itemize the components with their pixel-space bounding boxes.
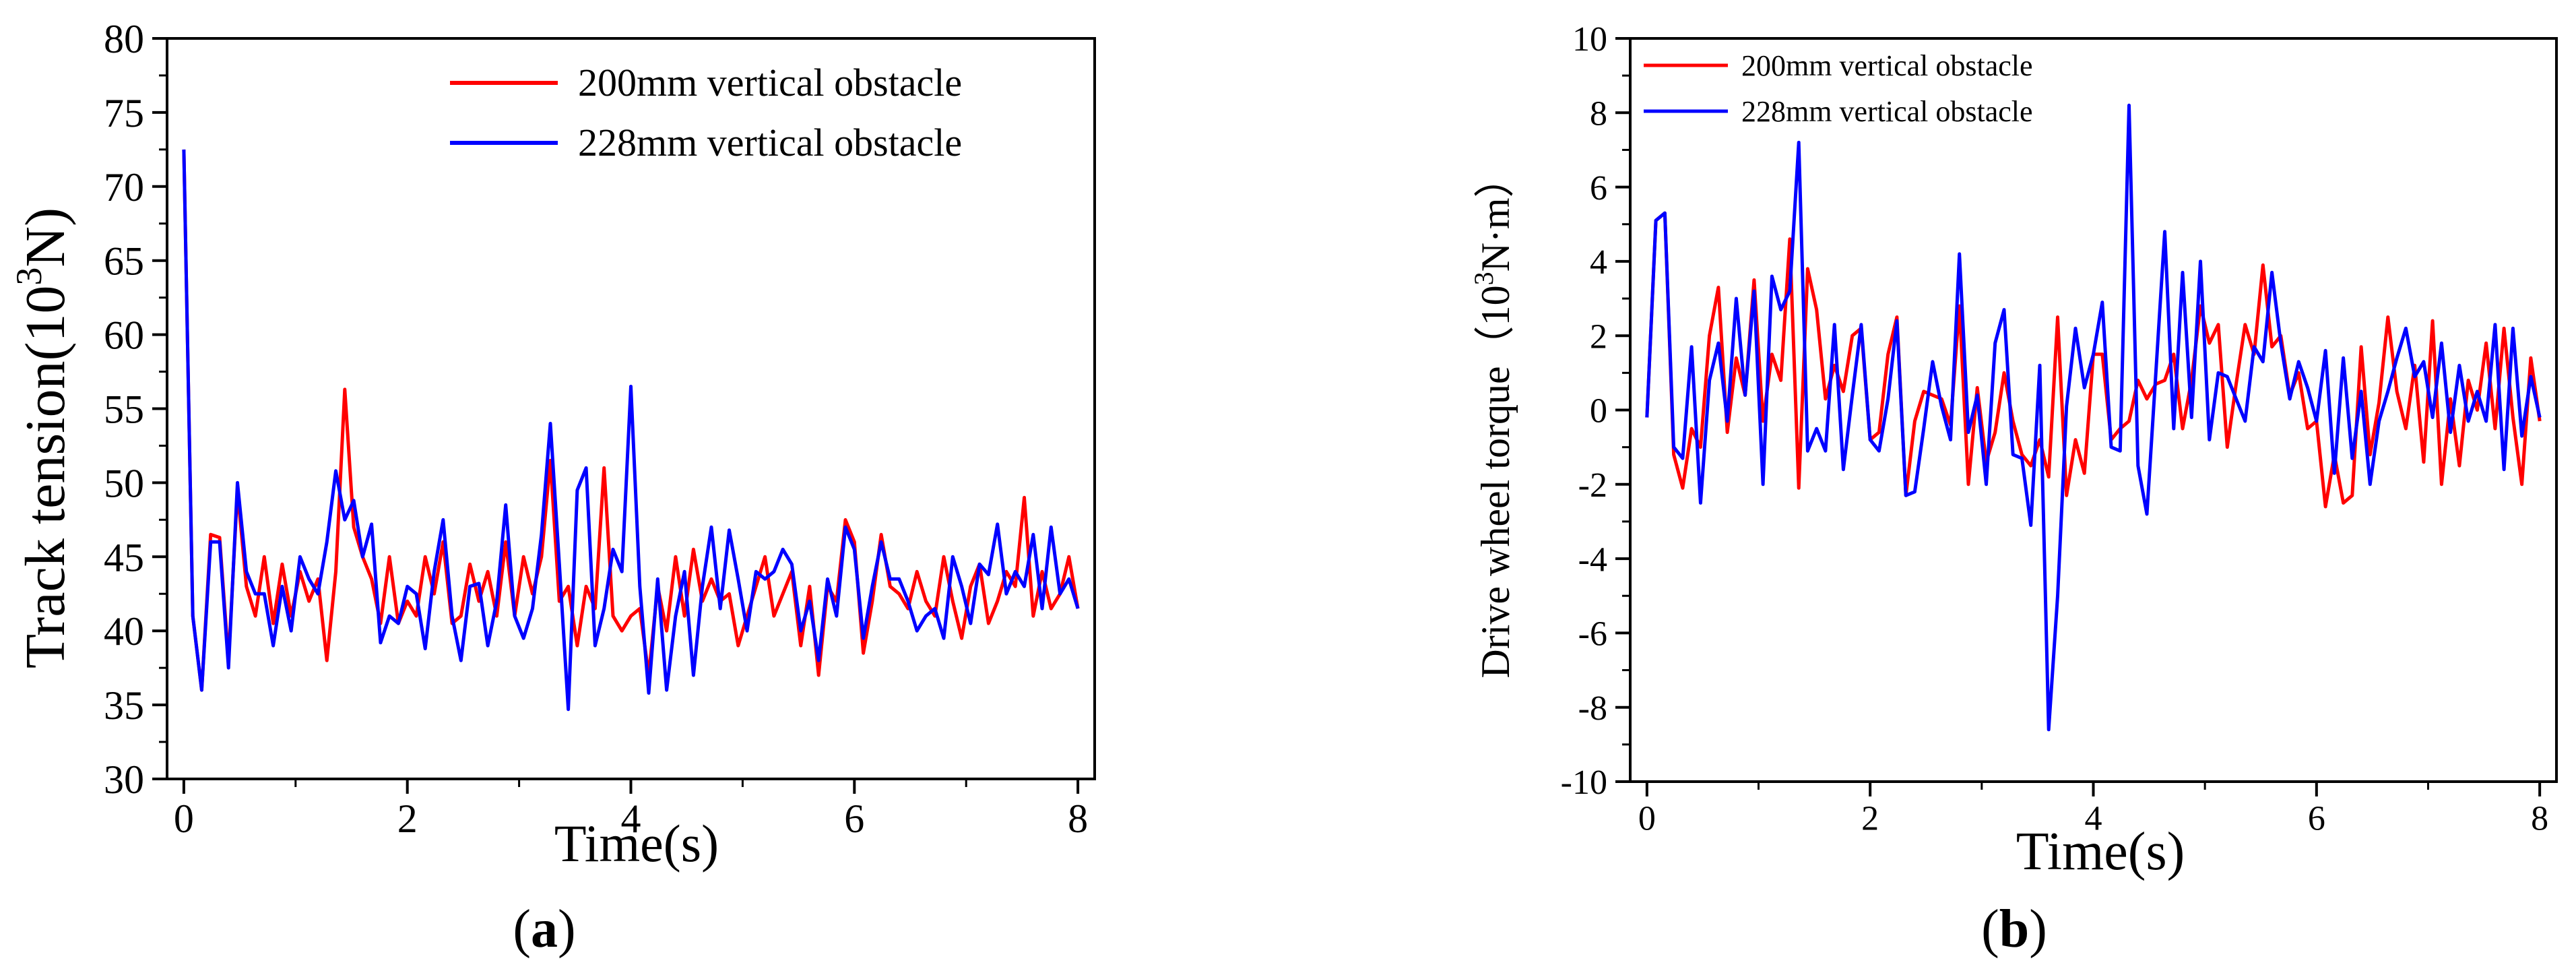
series-line-228mm	[1645, 103, 2542, 732]
y-tick-label: 4	[1590, 243, 1607, 282]
x-tick-label: 4	[621, 796, 641, 841]
panel-label-a: (a)	[513, 900, 575, 959]
y-tick-label: 65	[104, 239, 144, 284]
x-tick-label: 2	[397, 796, 418, 841]
y-tick-label: 8	[1590, 95, 1607, 133]
x-tick-label: 8	[2531, 799, 2548, 838]
x-tick-label: 6	[2308, 799, 2325, 838]
series-line-200mm	[182, 149, 1080, 692]
y-tick-label: 45	[104, 535, 144, 579]
y-axis-label-superscript: 3	[9, 268, 49, 286]
y-tick-label: 6	[1590, 169, 1607, 208]
legend: 200mm vertical obstacle 228mm vertical o…	[1644, 49, 2033, 128]
legend-label-200mm: 200mm vertical obstacle	[1741, 49, 2033, 82]
x-tick-label: 0	[1638, 799, 1656, 838]
legend-label-200mm: 200mm vertical obstacle	[578, 61, 962, 104]
y-tick-label: 75	[104, 91, 144, 135]
y-tick-label: 55	[104, 387, 144, 432]
x-tick-label: 8	[1068, 796, 1088, 841]
x-tick-label: 0	[174, 796, 194, 841]
y-axis-label-superscript: 3	[1469, 272, 1499, 285]
y-tick-label: -8	[1578, 689, 1607, 728]
x-tick-label: 2	[1861, 799, 1879, 838]
y-axis-label: Drive wheel torque（103N·m）	[1469, 157, 1518, 678]
y-axis-label: Track tension(103N)	[9, 208, 77, 668]
y-axis-label-base: Track tension(10	[14, 286, 77, 669]
series-line-228mm	[182, 149, 1080, 712]
x-axis-label: Time(s)	[554, 814, 719, 873]
y-tick-label: 35	[104, 683, 144, 728]
y-tick-label: -6	[1578, 615, 1607, 654]
y-tick-label: 0	[1590, 392, 1607, 431]
plot-layer-a: 30 35 40 45 50 55 60 65 70 75 80 0 2 4 6 8	[104, 17, 1096, 841]
plot-layer-b: -10 -8 -6 -4 -2 0 2 4 6 8 10 0 2 4 6 8	[1561, 20, 2558, 838]
y-tick-label: -4	[1578, 540, 1607, 579]
chart-drive-wheel-torque: -10 -8 -6 -4 -2 0 2 4 6 8 10 0 2 4 6 8 Time(s) Drive wh…	[1469, 20, 2558, 959]
x-tick-label: 4	[2085, 799, 2102, 838]
legend-label-228mm: 228mm vertical obstacle	[578, 121, 962, 164]
panel-label-b: (b)	[1981, 900, 2047, 959]
y-tick-label: 2	[1590, 317, 1607, 356]
y-tick-label: -10	[1561, 763, 1607, 802]
chart-track-tension: 30 35 40 45 50 55 60 65 70 75 80 0 2 4 6 8 Time(s) Trac…	[9, 17, 1096, 959]
y-tick-label: 60	[104, 313, 144, 358]
y-tick-label: 40	[104, 609, 144, 654]
y-tick-label: 30	[104, 757, 144, 802]
x-tick-label: 6	[844, 796, 864, 841]
y-tick-label: 50	[104, 461, 144, 505]
legend: 200mm vertical obstacle 228mm vertical o…	[450, 61, 962, 164]
y-tick-label: 70	[104, 165, 144, 210]
y-axis-label-tail: N)	[14, 208, 77, 268]
y-axis-label-base: Drive wheel torque（10	[1473, 285, 1518, 678]
legend-label-228mm: 228mm vertical obstacle	[1741, 95, 2033, 128]
y-tick-label: 80	[104, 17, 144, 61]
x-axis-label: Time(s)	[2016, 822, 2185, 881]
y-tick-label: -2	[1578, 466, 1607, 505]
y-axis-label-tail: N·m）	[1473, 157, 1518, 272]
y-tick-label: 10	[1572, 20, 1607, 59]
